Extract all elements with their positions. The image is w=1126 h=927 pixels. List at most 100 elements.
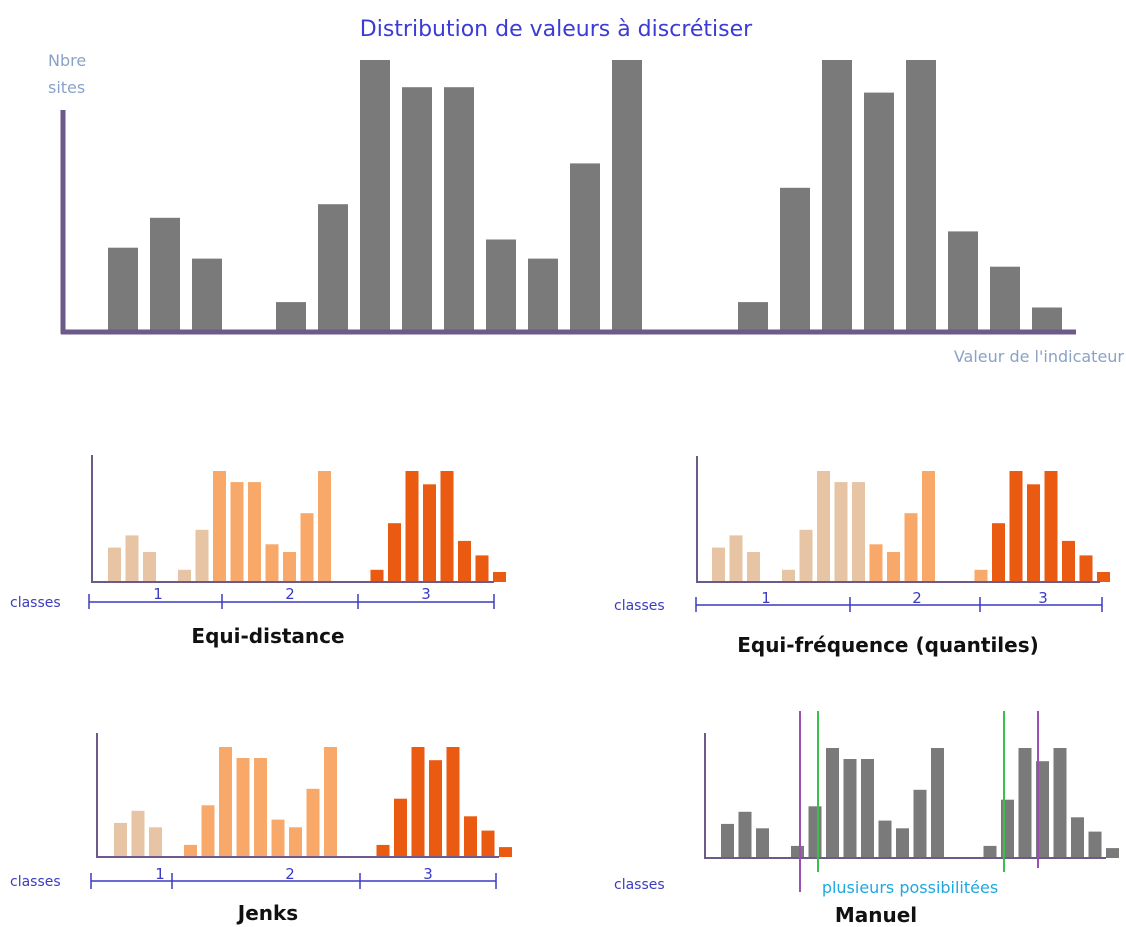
equi-distance-class-bracket [88, 594, 495, 609]
equi-frequence-class-bracket [695, 597, 1103, 612]
jenks-bar [324, 747, 337, 857]
equi-distance-bar [143, 552, 156, 582]
manuel-bar [931, 748, 944, 858]
equi-distance-bar [493, 572, 506, 582]
equi-frequence-bar [817, 471, 830, 582]
equi-frequence-bar [904, 513, 918, 582]
jenks-class-1: 1 [155, 865, 165, 883]
manuel-bar [913, 789, 927, 858]
jenks-bars [114, 747, 512, 857]
jenks-bar [289, 827, 302, 857]
manuel-label: Manuel [835, 903, 917, 927]
manuel-bars [721, 748, 1119, 858]
jenks-bar [201, 805, 215, 857]
equi-frequence-bar [782, 569, 795, 582]
y-axis-label-line1: Nbre [48, 51, 86, 70]
jenks-bar [464, 816, 477, 857]
jenks-bar [394, 798, 407, 857]
main-bar [192, 258, 222, 332]
equi-frequence-bar [974, 569, 988, 582]
y-axis-label-line2: sites [48, 78, 85, 97]
equi-distance-bar [178, 569, 191, 582]
main-distribution-chart: Nbre sites Valeur de l'indicateur [48, 51, 1124, 366]
main-bar [738, 302, 768, 332]
jenks-bar [429, 760, 442, 857]
manuel-bar [843, 759, 857, 858]
equi-frequence-bar [747, 552, 760, 582]
equi-frequence-bar [869, 544, 883, 582]
jenks-bar [254, 758, 267, 857]
equi-distance-bar [283, 552, 296, 582]
equi-distance-bar [440, 471, 454, 582]
equi-distance-bar [370, 569, 384, 582]
jenks-bar [306, 788, 320, 857]
main-bar [276, 302, 306, 332]
manuel-bar [878, 820, 892, 858]
jenks-bar [114, 822, 127, 857]
jenks-bar [236, 758, 250, 857]
manuel-bar [826, 748, 839, 858]
main-bar [822, 60, 852, 332]
main-bar [570, 163, 600, 332]
manuel-bar [756, 828, 769, 858]
main-bar [948, 231, 978, 332]
jenks-class-3: 3 [423, 865, 433, 883]
equi-frequence-bar [852, 482, 865, 582]
jenks-bar [149, 827, 162, 857]
equi-distance-bar [230, 482, 244, 582]
equi-frequence-class-2: 2 [912, 589, 922, 607]
jenks-bar [271, 819, 285, 857]
manuel-bar [1106, 848, 1119, 858]
equi-distance-bar [195, 529, 209, 582]
equi-distance-bar [213, 471, 226, 582]
equi-distance-bar [125, 535, 139, 582]
jenks-bar [481, 830, 495, 857]
manuel-bar [791, 845, 804, 858]
jenks-label: Jenks [236, 901, 298, 925]
equi-frequence-bar [1079, 555, 1093, 582]
manuel-bar [1053, 748, 1067, 858]
main-bar [486, 239, 516, 332]
manuel-bar [1018, 748, 1032, 858]
manuel-bar [983, 845, 997, 858]
jenks-bar [499, 847, 512, 857]
main-bar [990, 266, 1020, 332]
main-bar [444, 87, 474, 332]
equi-frequence-bar [729, 535, 743, 582]
manuel-bar [1071, 817, 1084, 858]
x-axis-label: Valeur de l'indicateur [954, 347, 1125, 366]
main-bar [864, 92, 894, 332]
equi-frequence-bar [1044, 471, 1058, 582]
manuel-bar [738, 811, 752, 858]
equi-distance-bar [318, 471, 331, 582]
main-bar [402, 87, 432, 332]
equi-frequence-bar [712, 547, 725, 582]
panel-equi-frequence: classes 1 2 3 Equi-fréquence (quantiles) [614, 456, 1110, 657]
equi-distance-bar [458, 540, 471, 582]
manuel-bar [1036, 761, 1049, 858]
equi-frequence-bar [922, 471, 935, 582]
main-title: Distribution de valeurs à discrétiser [360, 17, 753, 42]
main-bar [1032, 307, 1062, 332]
manuel-bar [896, 828, 909, 858]
manuel-bar [861, 759, 874, 858]
jenks-bar [184, 844, 197, 857]
equi-distance-bar [475, 555, 489, 582]
manuel-bar [1088, 831, 1102, 858]
equi-distance-classes-label: classes [10, 595, 61, 611]
equi-distance-bars [108, 471, 506, 582]
equi-frequence-bar [1027, 484, 1040, 582]
equi-frequence-classes-label: classes [614, 598, 665, 614]
main-bar [360, 60, 390, 332]
equi-distance-class-3: 3 [421, 585, 431, 603]
manuel-bar [1001, 799, 1014, 858]
equi-frequence-bar [834, 482, 848, 582]
jenks-bar [131, 810, 145, 857]
equi-frequence-bars [712, 471, 1110, 582]
main-bar [150, 217, 180, 332]
main-bar [612, 60, 642, 332]
jenks-bar [219, 747, 232, 857]
equi-frequence-bar [1009, 471, 1023, 582]
manuel-bar [721, 823, 734, 858]
